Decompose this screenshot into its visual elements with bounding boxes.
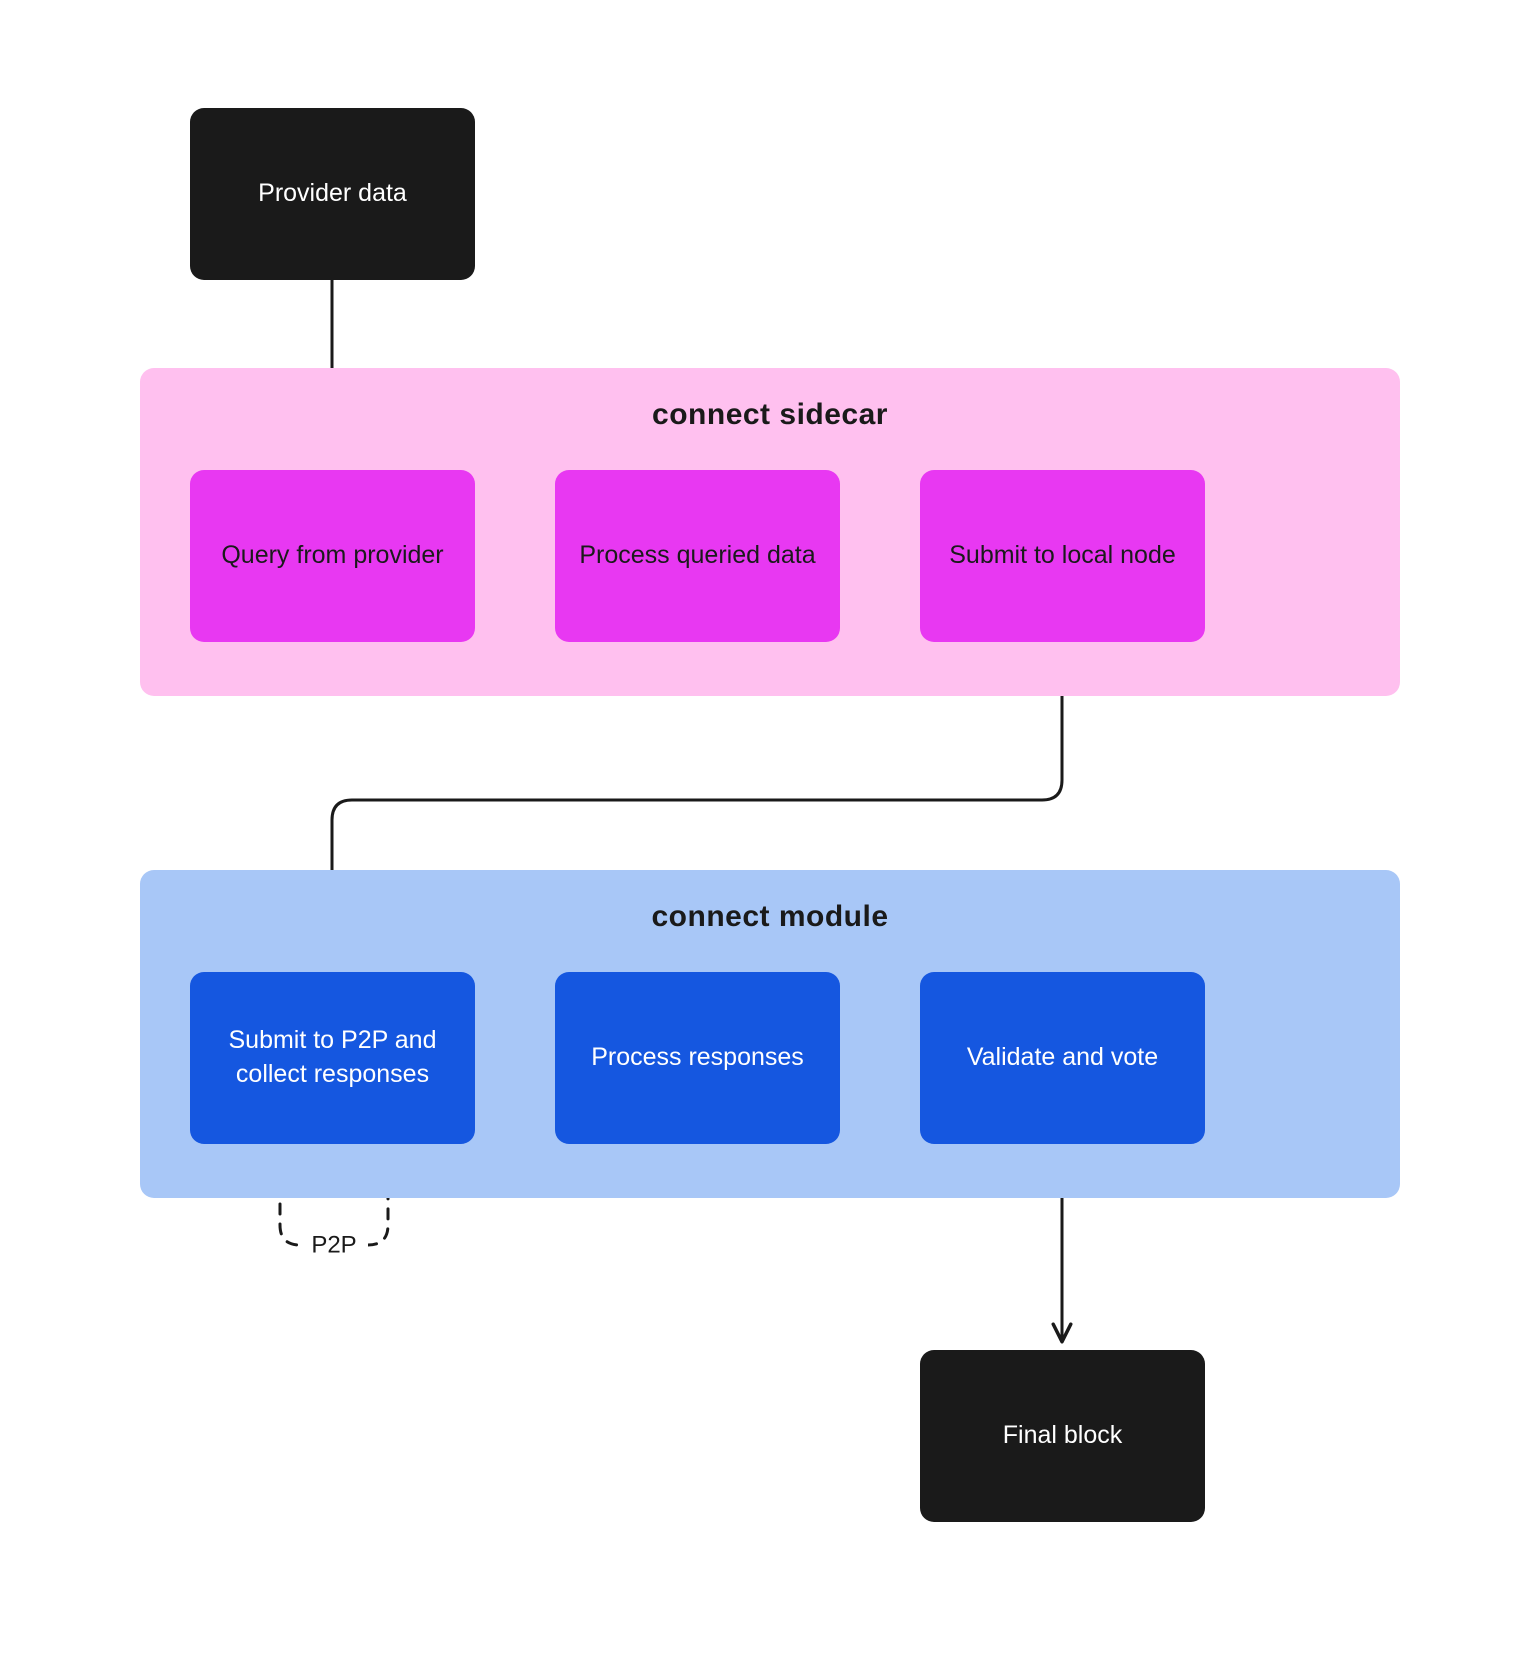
node-submit-p2p: Submit to P2P and collect responses (190, 972, 475, 1144)
node-process-queried: Process queried data (555, 470, 840, 642)
node-label: Submit to P2P and collect responses (214, 1024, 451, 1092)
node-label: Provider data (258, 177, 407, 211)
module-title: connect module (140, 900, 1400, 934)
node-final-block: Final block (920, 1350, 1205, 1522)
node-label: Validate and vote (967, 1041, 1158, 1075)
diagram-canvas: P2P connect sidecar connect module Provi… (0, 0, 1540, 1675)
node-label: Process responses (591, 1041, 804, 1075)
node-query-provider: Query from provider (190, 470, 475, 642)
node-label: Query from provider (221, 539, 443, 573)
p2p-label: P2P (311, 1231, 356, 1258)
node-label: Process queried data (579, 539, 815, 573)
node-submit-local: Submit to local node (920, 470, 1205, 642)
node-label: Submit to local node (949, 539, 1176, 573)
node-provider-data: Provider data (190, 108, 475, 280)
node-validate-vote: Validate and vote (920, 972, 1205, 1144)
sidecar-title: connect sidecar (140, 398, 1400, 432)
node-label: Final block (1003, 1419, 1123, 1453)
node-process-resp: Process responses (555, 972, 840, 1144)
